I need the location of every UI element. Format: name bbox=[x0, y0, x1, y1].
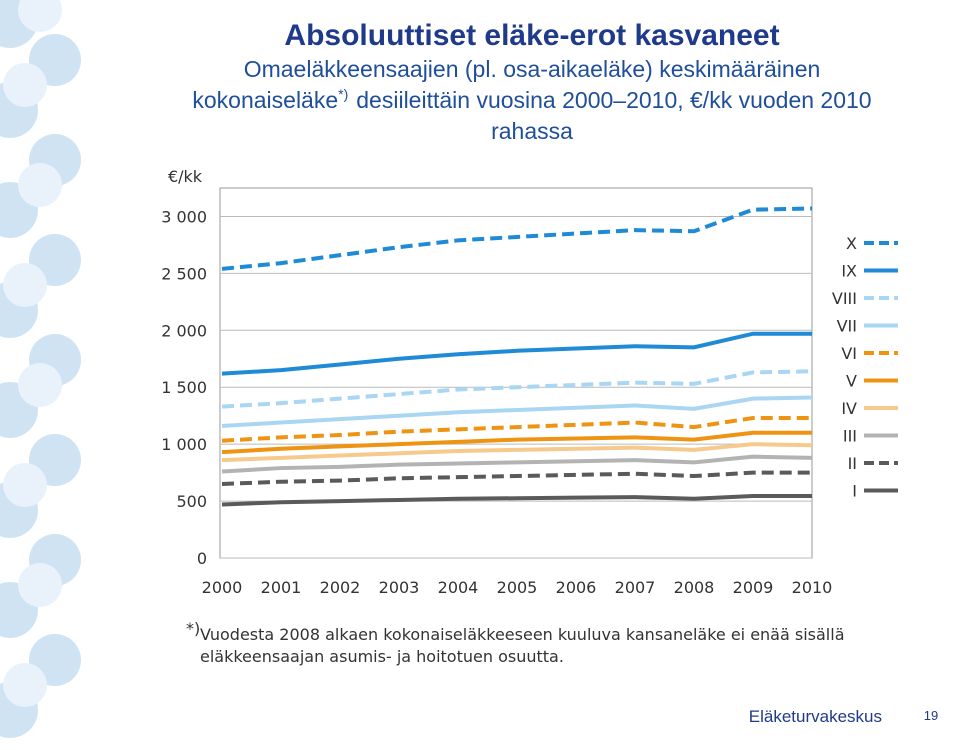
legend-label: I bbox=[852, 482, 857, 501]
x-tick-label: 2000 bbox=[202, 578, 243, 597]
page-number: 19 bbox=[924, 708, 938, 723]
series-line bbox=[221, 206, 813, 271]
y-tick-label: 2 000 bbox=[161, 321, 207, 340]
legend-label: X bbox=[846, 234, 857, 253]
subtitle-part: kokonaiseläke bbox=[192, 87, 338, 113]
legend-label: III bbox=[843, 427, 857, 446]
x-tick-label: 2004 bbox=[438, 578, 479, 597]
series-line bbox=[221, 430, 812, 455]
series-line bbox=[221, 369, 813, 409]
x-tick-label: 2006 bbox=[556, 578, 597, 597]
series-line bbox=[221, 442, 813, 463]
x-tick-label: 2005 bbox=[497, 578, 538, 597]
y-axis-label: €/kk bbox=[168, 167, 203, 186]
x-tick-label: 2008 bbox=[674, 578, 715, 597]
legend-label: VII bbox=[837, 317, 857, 336]
footnote-mark: *) bbox=[186, 619, 200, 638]
x-tick-label: 2010 bbox=[792, 578, 833, 597]
subtitle: rahassa bbox=[491, 118, 573, 144]
y-tick-label: 3 000 bbox=[161, 207, 207, 226]
legend-label: IV bbox=[841, 399, 857, 418]
x-tick-label: 2002 bbox=[320, 578, 361, 597]
series-line bbox=[221, 454, 813, 474]
footer-organization: Eläketurvakeskus bbox=[749, 707, 882, 726]
footnote: Vuodesta 2008 alkaen kokonaiseläkkeeseen… bbox=[200, 625, 845, 644]
y-tick-label: 2 500 bbox=[161, 264, 207, 283]
side-decoration bbox=[0, 0, 81, 738]
legend-label: VI bbox=[841, 344, 857, 363]
title: Absoluuttiset eläke-erot kasvaneet bbox=[284, 19, 779, 52]
legend-label: II bbox=[848, 454, 857, 473]
y-tick-label: 1 500 bbox=[161, 378, 207, 397]
x-tick-label: 2007 bbox=[615, 578, 656, 597]
chart: 0 500 1 000 1 500 2 000 2 500 3 000 2000 2001 200… bbox=[161, 206, 898, 597]
y-tick-label: 1 000 bbox=[161, 435, 207, 454]
series-line bbox=[221, 395, 813, 428]
subtitle: Omaeläkkeensaajien (pl. osa-aikaeläke) k… bbox=[244, 56, 821, 82]
legend-label: VIII bbox=[832, 289, 857, 308]
y-tick-label: 0 bbox=[197, 549, 207, 568]
series-line bbox=[221, 493, 812, 507]
subtitle-part: desiileittäin vuosina 2000–2010, €/kk vu… bbox=[356, 87, 871, 113]
legend-label: IX bbox=[841, 262, 857, 281]
legend-label: V bbox=[846, 372, 857, 391]
footnote: eläkkeensaajan asumis- ja hoitotuen osuu… bbox=[200, 647, 564, 666]
y-tick-label: 500 bbox=[176, 492, 207, 511]
note-mark: *) bbox=[338, 86, 348, 102]
series-line bbox=[221, 470, 812, 486]
x-tick-label: 2009 bbox=[733, 578, 774, 597]
subtitle: kokonaiseläke*) desiileittäin vuosina 200… bbox=[192, 86, 871, 113]
series-line bbox=[221, 415, 812, 443]
series-line bbox=[221, 331, 812, 376]
x-tick-label: 2003 bbox=[379, 578, 420, 597]
x-tick-label: 2001 bbox=[261, 578, 302, 597]
